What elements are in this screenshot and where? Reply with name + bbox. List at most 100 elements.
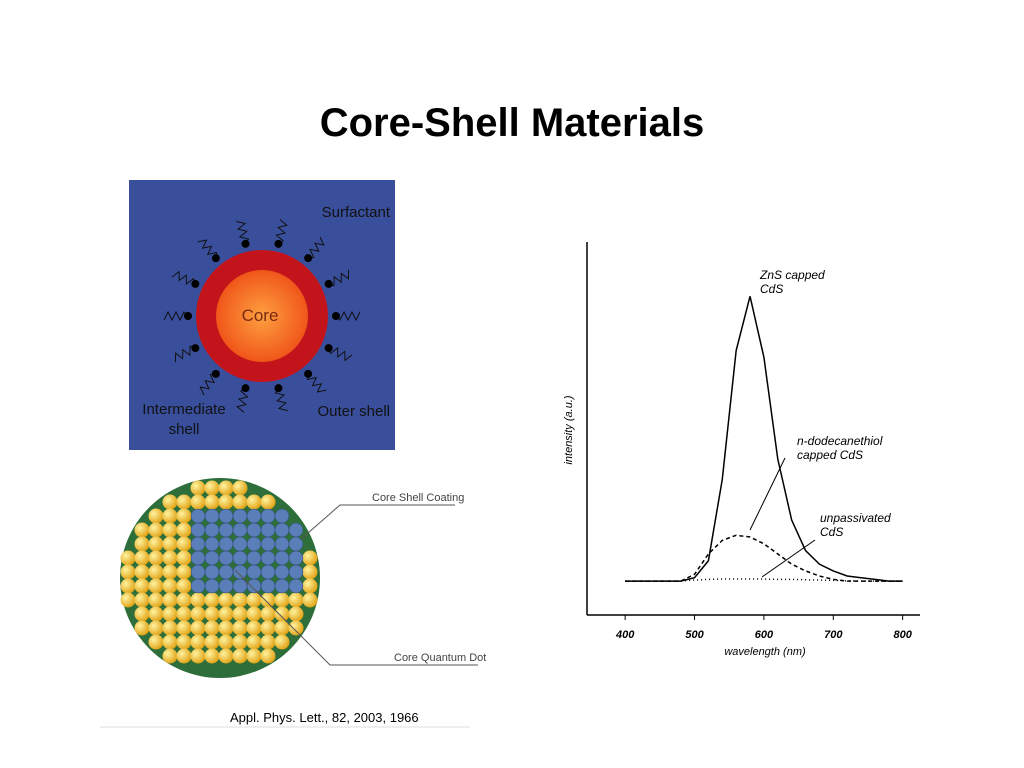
shell-ball <box>176 620 192 636</box>
anchor-dot <box>184 312 192 320</box>
shell-ball <box>148 606 164 622</box>
shell-ball <box>120 550 136 566</box>
core-ball <box>260 550 276 566</box>
core-ball <box>204 550 220 566</box>
series-annotation: n-dodecanethiol capped CdS <box>797 434 883 462</box>
core-ball <box>232 508 248 524</box>
core-ball <box>218 508 234 524</box>
core-ball <box>204 578 220 594</box>
y-axis-label: intensity (a.u.) <box>563 395 575 464</box>
shell-ball <box>218 480 234 496</box>
core-ball <box>190 564 206 580</box>
x-tick-label: 400 <box>615 629 635 641</box>
shell-ball <box>260 606 276 622</box>
shell-ball <box>246 634 262 650</box>
shell-ball <box>260 648 276 664</box>
intermediate-label-box: Intermediate shell <box>142 401 225 438</box>
core-ball <box>274 550 290 566</box>
shell-ball <box>274 606 290 622</box>
anchor-dot <box>211 254 220 263</box>
shell-ball <box>288 592 304 608</box>
chain <box>328 346 353 362</box>
shell-ball <box>190 634 206 650</box>
shell-ball <box>176 592 192 608</box>
series-line <box>625 296 903 582</box>
core-ball <box>246 578 262 594</box>
chain <box>335 310 361 322</box>
anchor-dot <box>304 369 313 378</box>
shell-ball <box>232 648 248 664</box>
shell-ball <box>162 536 178 552</box>
core-ball <box>288 550 304 566</box>
shell-ball <box>190 480 206 496</box>
shell-ball <box>232 480 248 496</box>
shell-ball <box>120 592 136 608</box>
shell-ball <box>162 578 178 594</box>
core-ball <box>288 578 304 594</box>
anchor-dot <box>211 369 220 378</box>
core-shell-diagram: Core Surfactant Outer shell Intermediate… <box>129 180 395 450</box>
shell-ball <box>176 564 192 580</box>
chain <box>306 373 327 393</box>
series-annotation: ZnS capped CdS <box>760 268 825 296</box>
shell-ball <box>134 536 150 552</box>
surfactant-chains <box>163 219 361 413</box>
shell-ball <box>148 536 164 552</box>
core-ball <box>246 536 262 552</box>
shell-ball <box>260 592 276 608</box>
core-ball <box>274 564 290 580</box>
shell-ball <box>218 606 234 622</box>
shell-ball <box>246 592 262 608</box>
shell-ball <box>120 578 136 594</box>
dot-label: Core Quantum Dot <box>394 652 486 664</box>
shell-ball <box>302 578 318 594</box>
shell-ball <box>176 494 192 510</box>
core-ball <box>190 508 206 524</box>
core-ball <box>218 522 234 538</box>
core-ball <box>204 522 220 538</box>
shell-ball <box>134 522 150 538</box>
core-ball <box>246 550 262 566</box>
shell-ball <box>162 634 178 650</box>
shell-ball <box>148 592 164 608</box>
shell-balls <box>120 480 318 664</box>
shell-ball <box>134 606 150 622</box>
core-ball <box>274 578 290 594</box>
shell-ball <box>134 592 150 608</box>
anchor-dot <box>304 254 313 263</box>
core-ball <box>190 522 206 538</box>
chain <box>174 345 196 363</box>
shell-ball <box>162 522 178 538</box>
core-label: Core <box>242 306 279 325</box>
shell-ball <box>190 648 206 664</box>
series-annotation: unpassivated CdS <box>820 511 891 539</box>
core-ball <box>288 522 304 538</box>
outer-shell-label: Outer shell <box>317 403 390 420</box>
core-ball <box>218 550 234 566</box>
chain <box>275 219 288 245</box>
x-tick-label: 600 <box>755 629 774 641</box>
anchor-dot <box>324 279 333 288</box>
core-ball <box>218 564 234 580</box>
chain <box>199 373 216 396</box>
anchor-dot <box>241 239 250 248</box>
shell-ball <box>288 606 304 622</box>
x-tick-label: 500 <box>685 629 704 641</box>
coating-label: Core Shell Coating <box>372 492 464 504</box>
chain <box>236 220 250 245</box>
shell-ball <box>176 606 192 622</box>
shell-ball <box>120 564 136 580</box>
core-ball <box>204 536 220 552</box>
shell-ball <box>176 578 192 594</box>
core-balls <box>190 508 304 594</box>
shell-ball <box>218 634 234 650</box>
shell-ball <box>162 620 178 636</box>
shell-ball <box>162 648 178 664</box>
shell-ball <box>134 620 150 636</box>
shell-ball <box>232 592 248 608</box>
shell-ball <box>204 480 220 496</box>
anchor-dot <box>191 344 200 353</box>
shell-ball <box>260 634 276 650</box>
shell-ball <box>218 494 234 510</box>
